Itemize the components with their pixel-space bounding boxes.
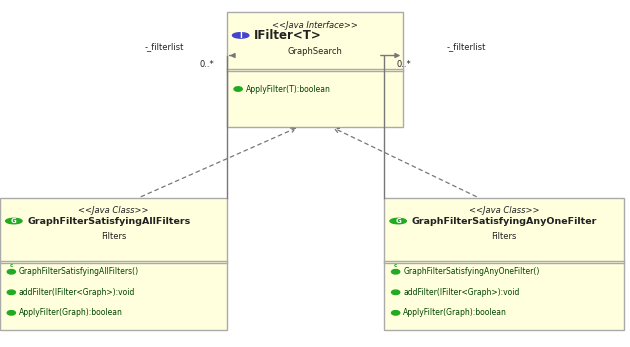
Ellipse shape — [392, 290, 400, 295]
Text: Filters: Filters — [491, 232, 517, 241]
Ellipse shape — [8, 290, 15, 295]
Ellipse shape — [6, 218, 22, 224]
Ellipse shape — [234, 87, 242, 91]
Text: <<Java Class>>: <<Java Class>> — [78, 206, 149, 215]
Text: GraphFilterSatisfyingAnyOneFilter(): GraphFilterSatisfyingAnyOneFilter() — [403, 267, 539, 276]
Ellipse shape — [390, 218, 406, 224]
Text: <<Java Interface>>: <<Java Interface>> — [272, 21, 358, 30]
Text: ApplyFilter(Graph):boolean: ApplyFilter(Graph):boolean — [403, 308, 507, 318]
Text: IFilter<T>: IFilter<T> — [254, 29, 322, 42]
Text: c: c — [9, 263, 13, 268]
Text: G: G — [395, 218, 401, 224]
Text: addFilter(IFilter<Graph>):void: addFilter(IFilter<Graph>):void — [19, 288, 135, 297]
Text: GraphSearch: GraphSearch — [287, 46, 343, 56]
Ellipse shape — [392, 270, 400, 274]
Text: Filters: Filters — [101, 232, 126, 241]
Ellipse shape — [232, 33, 249, 38]
Bar — [227, 12, 403, 127]
Text: 0..*: 0..* — [200, 60, 214, 69]
Text: c: c — [394, 263, 398, 268]
Text: 0..*: 0..* — [397, 60, 411, 69]
Ellipse shape — [8, 270, 15, 274]
Ellipse shape — [8, 311, 15, 315]
Text: -_filterlist: -_filterlist — [447, 42, 486, 51]
Bar — [384, 198, 624, 330]
Text: G: G — [11, 218, 17, 224]
Text: addFilter(IFilter<Graph>):void: addFilter(IFilter<Graph>):void — [403, 288, 520, 297]
Text: GraphFilterSatisfyingAllFilters: GraphFilterSatisfyingAllFilters — [27, 217, 190, 226]
Text: I: I — [239, 31, 242, 40]
Text: -_filterlist: -_filterlist — [144, 42, 183, 51]
Text: ApplyFilter(Graph):boolean: ApplyFilter(Graph):boolean — [19, 308, 123, 318]
Bar — [0, 198, 227, 330]
Ellipse shape — [392, 311, 400, 315]
Text: ApplyFilter(T):boolean: ApplyFilter(T):boolean — [246, 85, 331, 93]
Text: GraphFilterSatisfyingAllFilters(): GraphFilterSatisfyingAllFilters() — [19, 267, 139, 276]
Text: <<Java Class>>: <<Java Class>> — [469, 206, 539, 215]
Text: GraphFilterSatisfyingAnyOneFilter: GraphFilterSatisfyingAnyOneFilter — [411, 217, 597, 226]
